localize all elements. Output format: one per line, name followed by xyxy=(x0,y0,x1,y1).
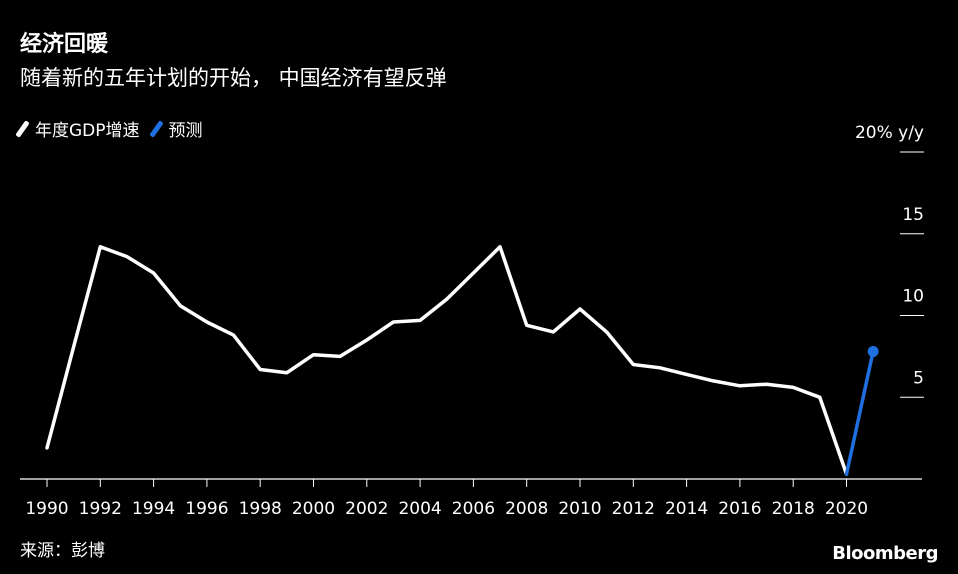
x-tick-label-2020: 2020 xyxy=(825,499,868,519)
y-tick-label-5: 5 xyxy=(913,368,924,388)
legend-label-gdp: 年度GDP增速 xyxy=(35,121,140,141)
series-line-0 xyxy=(45,245,849,476)
x-tick-label-2004: 2004 xyxy=(398,499,441,519)
bloomberg-logo: Bloomberg xyxy=(832,543,938,564)
x-tick-label-1994: 1994 xyxy=(132,499,175,519)
x-tick-label-2002: 2002 xyxy=(345,499,388,519)
x-tick-label-1998: 1998 xyxy=(239,499,282,519)
x-tick-label-1992: 1992 xyxy=(79,499,122,519)
x-tick-label-2000: 2000 xyxy=(292,499,335,519)
source-note: 来源：彭博 xyxy=(20,541,105,561)
x-tick-label-2014: 2014 xyxy=(665,499,708,519)
x-tick-label-2008: 2008 xyxy=(505,499,548,519)
y-tick-label-15: 15 xyxy=(902,205,924,225)
x-tick-label-2006: 2006 xyxy=(452,499,495,519)
x-tick-label-2012: 2012 xyxy=(612,499,655,519)
data-point-s1-2021 xyxy=(867,345,879,357)
y-tick-label-20: 20% y/y xyxy=(855,123,924,143)
x-tick-label-2018: 2018 xyxy=(772,499,815,519)
chart-subtitle: 随着新的五年计划的开始， 中国经济有望反弹 xyxy=(20,66,447,90)
legend-item-gdp: 年度GDP增速 xyxy=(15,116,140,141)
x-tick-label-2010: 2010 xyxy=(558,499,601,519)
x-tick-label-2016: 2016 xyxy=(718,499,761,519)
legend: 年度GDP增速 预测 xyxy=(15,116,217,141)
x-tick-label-1990: 1990 xyxy=(25,499,68,519)
chart-title: 经济回暖 xyxy=(20,32,109,57)
legend-item-forecast: 预测 xyxy=(148,116,203,141)
x-tick-label-1996: 1996 xyxy=(185,499,228,519)
series-line-1 xyxy=(844,349,875,476)
y-tick-label-10: 10 xyxy=(902,287,924,307)
legend-label-forecast: 预测 xyxy=(168,121,203,141)
